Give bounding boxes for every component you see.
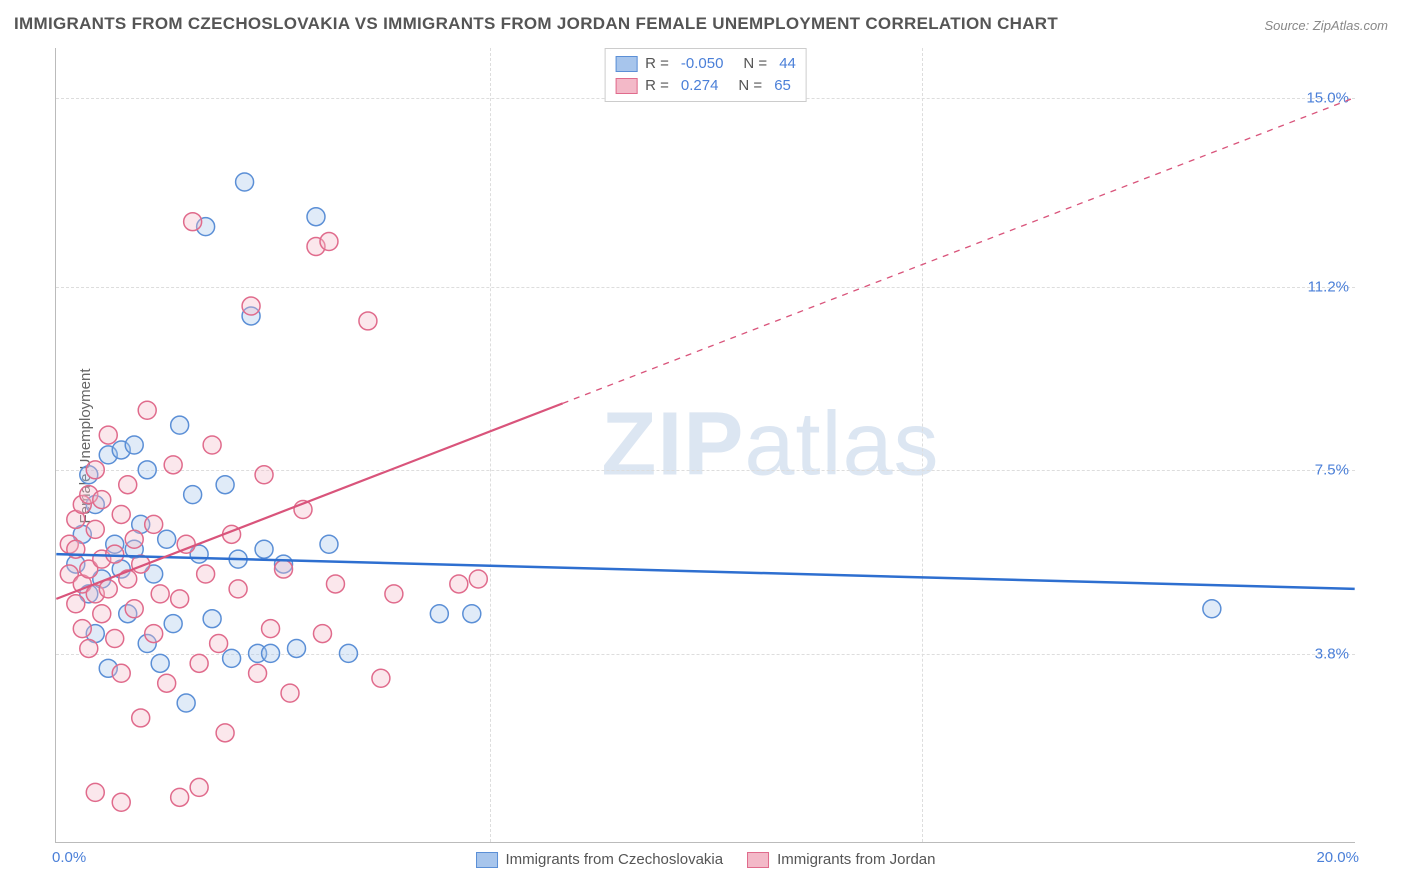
trend-line-solid	[56, 403, 562, 598]
legend-series-item: Immigrants from Czechoslovakia	[476, 851, 724, 868]
r-value: -0.050	[681, 53, 724, 75]
chart-title: IMMIGRANTS FROM CZECHOSLOVAKIA VS IMMIGR…	[14, 14, 1058, 34]
x-tick-min: 0.0%	[52, 849, 86, 866]
source-attribution: Source: ZipAtlas.com	[1264, 18, 1388, 33]
n-label: N =	[738, 75, 762, 97]
legend-stats-row: R = 0.274 N = 65	[615, 75, 796, 97]
legend-swatch	[476, 852, 498, 868]
r-value: 0.274	[681, 75, 719, 97]
legend-swatch	[747, 852, 769, 868]
legend-stats-row: R = -0.050 N = 44	[615, 53, 796, 75]
legend-stats: R = -0.050 N = 44 R = 0.274 N = 65	[604, 48, 807, 102]
r-label: R =	[645, 53, 669, 75]
legend-swatch	[615, 78, 637, 94]
plot-area: ZIPatlas R =-0.050N =44R = 0.274N =65 Im…	[55, 48, 1355, 843]
legend-series-label: Immigrants from Czechoslovakia	[506, 851, 724, 868]
legend-series: Immigrants from Czechoslovakia Immigrants…	[476, 851, 936, 868]
n-value: 44	[779, 53, 796, 75]
r-label: R =	[645, 75, 669, 97]
legend-series-item: Immigrants from Jordan	[747, 851, 935, 868]
legend-series-label: Immigrants from Jordan	[777, 851, 935, 868]
n-label: N =	[743, 53, 767, 75]
legend-swatch	[615, 56, 637, 72]
trend-line	[56, 554, 1354, 589]
n-value: 65	[774, 75, 791, 97]
trend-line-dashed	[563, 98, 1355, 404]
x-tick-max: 20.0%	[1316, 849, 1359, 866]
trend-lines	[56, 48, 1355, 842]
